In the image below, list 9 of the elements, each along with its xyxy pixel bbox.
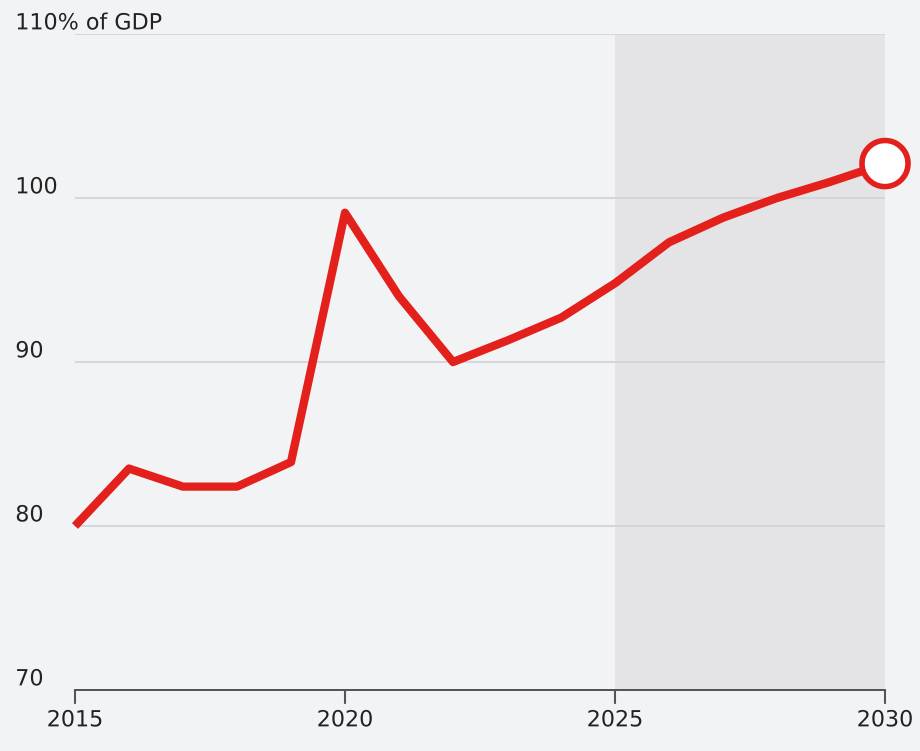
x-tick-label: 2015 <box>48 710 102 727</box>
y-tick-label: 70 <box>17 668 42 686</box>
x-tick-label: 2030 <box>858 710 912 727</box>
y-tick-label: 100 <box>18 176 56 194</box>
x-tick-label: 2020 <box>318 710 372 727</box>
y-tick-label: 110% of GDP <box>18 12 162 30</box>
y-tick-label: 90 <box>16 340 42 358</box>
x-tick-label: 2025 <box>588 710 642 727</box>
y-tick-label: 80 <box>16 504 42 522</box>
